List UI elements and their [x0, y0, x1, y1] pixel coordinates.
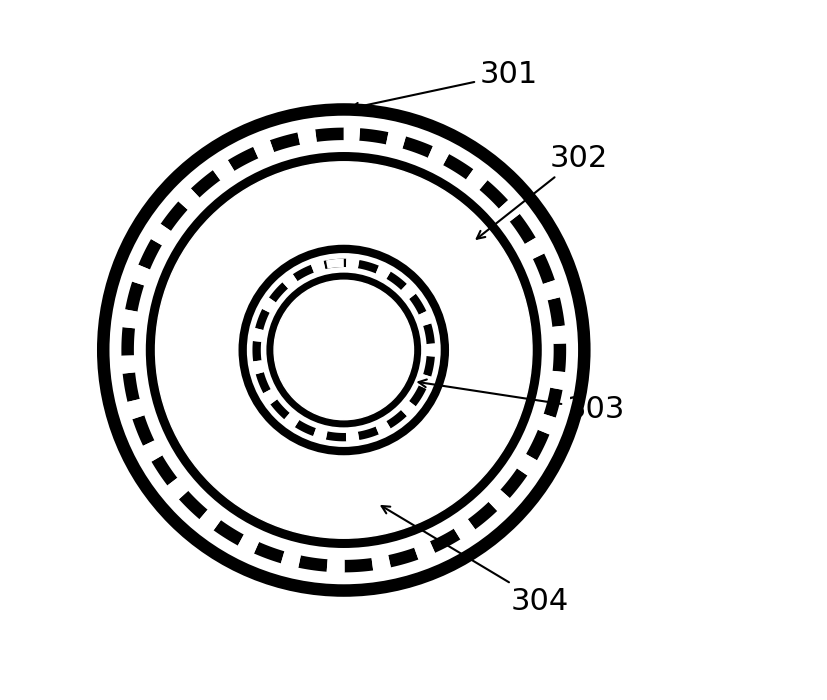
Text: 303: 303 [418, 379, 625, 424]
Circle shape [96, 102, 591, 598]
Text: 302: 302 [477, 144, 608, 239]
Text: 301: 301 [351, 60, 538, 111]
Circle shape [155, 162, 532, 538]
Text: 304: 304 [381, 506, 569, 615]
Circle shape [274, 280, 414, 420]
